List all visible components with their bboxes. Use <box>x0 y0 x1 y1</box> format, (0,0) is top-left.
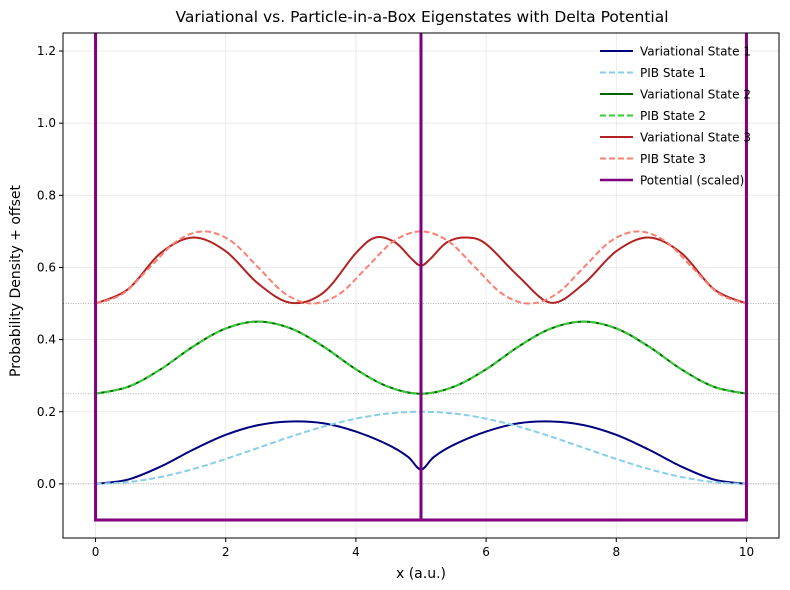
legend-label: Potential (scaled) <box>640 174 744 188</box>
y-tick-label: 1.0 <box>37 116 56 130</box>
x-tick-label: 4 <box>352 545 360 559</box>
y-axis-label: Probability Density + offset <box>8 185 24 377</box>
y-tick-label: 0.0 <box>37 477 56 491</box>
x-tick-label: 2 <box>222 545 230 559</box>
x-tick-label: 10 <box>739 545 754 559</box>
y-tick-label: 0.8 <box>37 188 56 202</box>
legend-label: Variational State 3 <box>640 131 751 145</box>
plot-frame <box>62 32 780 539</box>
series-line-7 <box>94 33 748 522</box>
x-tick-label: 6 <box>482 545 490 559</box>
legend-label: PIB State 2 <box>640 109 706 123</box>
x-axis-label: x (a.u.) <box>396 566 446 582</box>
x-tick-label: 0 <box>92 545 100 559</box>
x-axis: 0 2 4 6 8 10 <box>92 538 754 559</box>
chart-title: Variational vs. Particle-in-a-Box Eigens… <box>175 8 668 26</box>
series-group <box>94 33 748 522</box>
legend: Variational State 1 PIB State 1 Variationa… <box>600 45 751 188</box>
y-tick-label: 1.2 <box>37 44 56 58</box>
y-tick-label: 0.4 <box>37 333 56 347</box>
y-axis: 0.0 0.2 0.4 0.6 0.8 1.0 1.2 <box>37 44 63 491</box>
legend-label: Variational State 1 <box>640 45 751 59</box>
y-tick-label: 0.2 <box>37 405 56 419</box>
series-line-6 <box>95 230 747 305</box>
legend-label: Variational State 2 <box>640 88 751 102</box>
legend-label: PIB State 3 <box>640 152 706 166</box>
legend-label: PIB State 1 <box>640 66 706 80</box>
x-tick-label: 8 <box>612 545 620 559</box>
y-tick-label: 0.6 <box>37 260 56 274</box>
